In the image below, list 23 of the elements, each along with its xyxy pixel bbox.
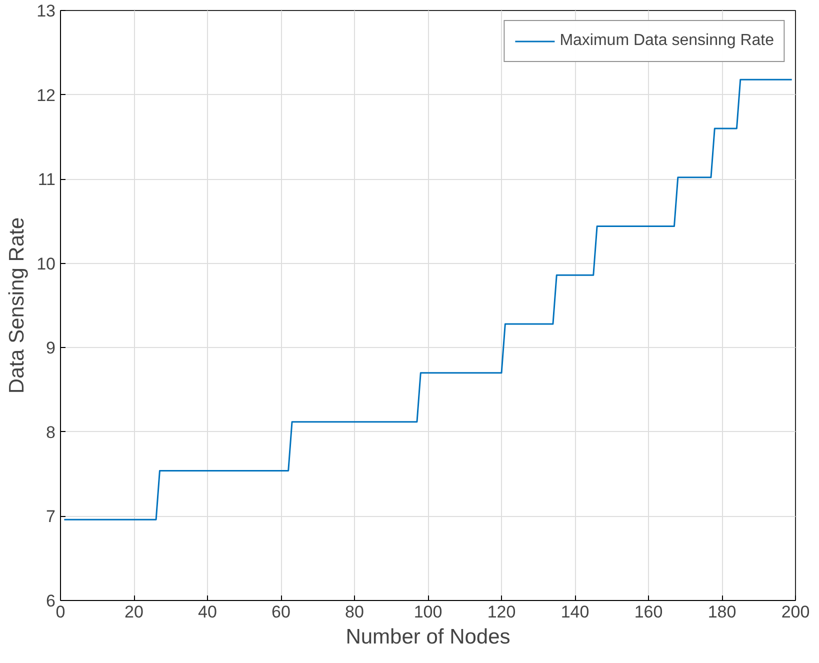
y-tick-label: 13	[36, 2, 56, 20]
y-tick-label: 12	[36, 86, 56, 105]
x-tick-label: 180	[708, 602, 736, 622]
y-tick-label: 9	[46, 338, 56, 358]
x-tick-label: 100	[414, 602, 442, 622]
x-tick-label: 80	[345, 602, 364, 622]
x-tick-label: 140	[560, 602, 590, 622]
x-tick-label: 200	[781, 602, 810, 622]
line-series	[63, 78, 793, 520]
x-tick-label: 40	[198, 602, 217, 622]
x-tick-label: 60	[272, 602, 290, 622]
x-tick-label: 20	[124, 602, 144, 622]
y-tick-label: 8	[46, 422, 56, 442]
y-axis-title: Data Sensing Rate	[6, 217, 29, 394]
y-tick-label: 10	[36, 254, 56, 274]
y-tick-label: 6	[46, 592, 56, 610]
y-tick-label: 11	[38, 170, 56, 190]
legend-label: Maximum Data sensinng Rate	[560, 32, 774, 50]
x-tick-label: 0	[56, 602, 66, 622]
x-tick-label: 160	[634, 602, 663, 622]
y-tick-label: 7	[46, 507, 56, 526]
x-tick-label: 120	[487, 602, 516, 622]
x-axis-title: Number of Nodes	[346, 626, 510, 648]
